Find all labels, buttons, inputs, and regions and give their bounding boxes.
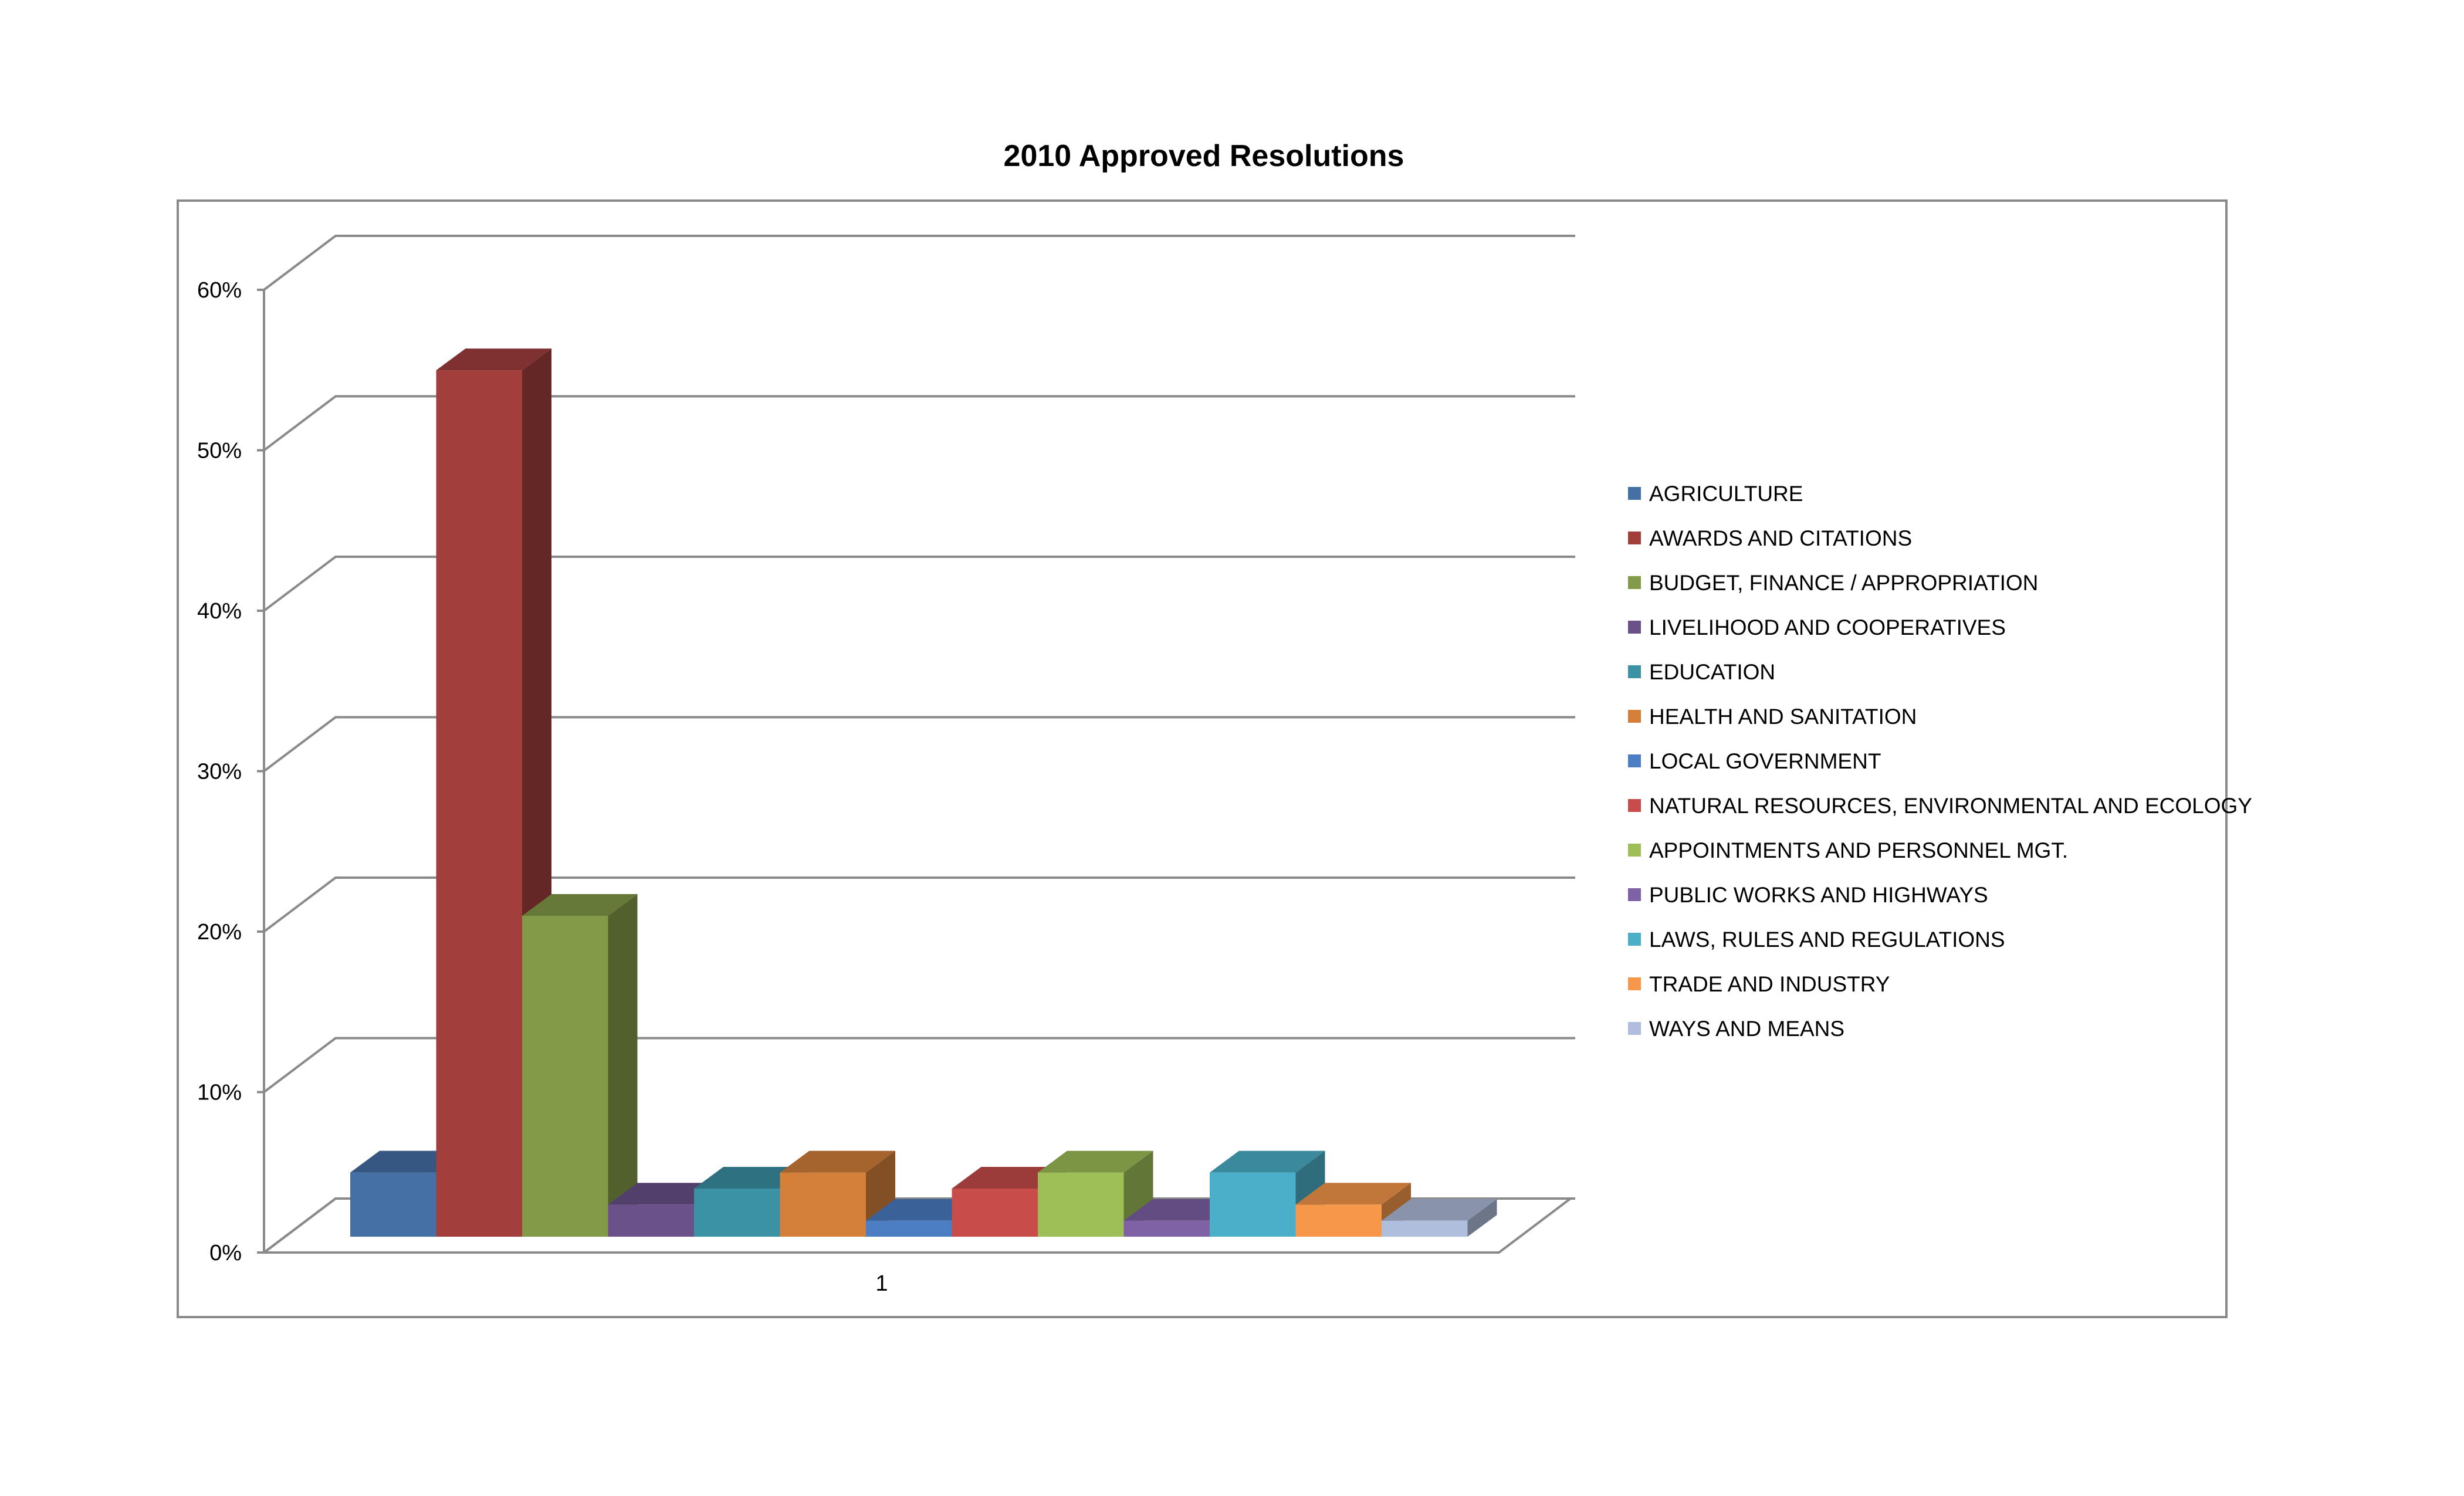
legend-swatch [1628, 754, 1641, 767]
legend-label: WAYS AND MEANS [1649, 1017, 1844, 1041]
legend-item: LOCAL GOVERNMENT [1628, 749, 1881, 773]
y-tick-label: 10% [197, 1081, 242, 1105]
legend-item: HEALTH AND SANITATION [1628, 705, 1917, 729]
bar-top [436, 348, 551, 371]
bar-front [952, 1188, 1038, 1237]
legend-item: LAWS, RULES AND REGULATIONS [1628, 928, 2005, 952]
legend-label: LAWS, RULES AND REGULATIONS [1649, 928, 2005, 952]
legend-swatch [1628, 710, 1641, 723]
chart-title: 2010 Approved Resolutions [1004, 139, 1404, 173]
bar-front [1295, 1204, 1382, 1237]
legend-label: EDUCATION [1649, 660, 1775, 684]
y-tick-label: 30% [197, 760, 242, 784]
legend-item: TRADE AND INDUSTRY [1628, 972, 1890, 996]
legend: AGRICULTURE AWARDS AND CITATIONS BUDGET, F… [1628, 482, 2252, 1041]
bar-side [1467, 1199, 1497, 1237]
legend-item: PUBLIC WORKS AND HIGHWAYS [1628, 883, 1988, 907]
legend-label: LOCAL GOVERNMENT [1649, 749, 1881, 773]
legend-item: NATURAL RESOURCES, ENVIRONMENTAL AND ECO… [1628, 794, 2252, 818]
legend-swatch [1628, 532, 1641, 544]
legend-swatch [1628, 888, 1641, 901]
legend-label: TRADE AND INDUSTRY [1649, 972, 1890, 996]
bar-top [1382, 1199, 1497, 1221]
legend-swatch [1628, 933, 1641, 946]
legend-item: AWARDS AND CITATIONS [1628, 526, 1912, 550]
bar-top [522, 894, 638, 916]
bar-front [608, 1204, 694, 1237]
legend-label: APPOINTMENTS AND PERSONNEL MGT. [1649, 838, 2068, 862]
bar-front [1038, 1172, 1124, 1237]
y-axis-ticks: 0% 10% 20% 30% 40% 50% 60% [197, 278, 264, 1265]
gridlines [263, 235, 1575, 1254]
legend-label: BUDGET, FINANCE / APPROPRIATION [1649, 571, 2038, 595]
bar-front [1382, 1220, 1468, 1237]
gridline [263, 395, 1575, 452]
bar-trade-and-industry [1295, 1183, 1411, 1237]
legend-label: HEALTH AND SANITATION [1649, 705, 1917, 729]
legend-label: NATURAL RESOURCES, ENVIRONMENTAL AND ECO… [1649, 794, 2252, 818]
bar-top [1210, 1150, 1325, 1173]
legend-swatch [1628, 1022, 1641, 1035]
legend-swatch [1628, 621, 1641, 634]
bar-front [522, 916, 608, 1237]
legend-label: AGRICULTURE [1649, 482, 1803, 506]
y-tick-label: 20% [197, 920, 242, 945]
bar-side [608, 894, 638, 1237]
legend-item: BUDGET, FINANCE / APPROPRIATION [1628, 571, 2038, 595]
legend-item: LIVELIHOOD AND COOPERATIVES [1628, 615, 2006, 639]
y-tick-label: 0% [209, 1241, 242, 1265]
gridline [263, 716, 1575, 773]
legend-item: EDUCATION [1628, 660, 1775, 684]
legend-item: APPOINTMENTS AND PERSONNEL MGT. [1628, 838, 2068, 862]
y-tick-label: 60% [197, 278, 242, 303]
bar-front [694, 1188, 780, 1237]
gridline [263, 556, 1575, 612]
bar-front [1123, 1220, 1210, 1237]
bar-front [350, 1172, 436, 1237]
bar-budget-finance-appropriation [522, 894, 638, 1237]
bar-front [436, 370, 522, 1237]
bar-front [1210, 1172, 1296, 1237]
gridline [263, 235, 1575, 291]
bar-front [780, 1172, 866, 1237]
bar-top [1295, 1183, 1411, 1205]
legend-swatch [1628, 576, 1641, 589]
legend-swatch [1628, 844, 1641, 857]
legend-label: LIVELIHOOD AND COOPERATIVES [1649, 615, 2006, 639]
legend-item: AGRICULTURE [1628, 482, 1803, 506]
legend-swatch [1628, 487, 1641, 500]
legend-swatch [1628, 977, 1641, 990]
legend-swatch [1628, 799, 1641, 812]
legend-label: AWARDS AND CITATIONS [1649, 526, 1912, 550]
gridline [263, 876, 1575, 933]
bar-ways-and-means [1382, 1199, 1497, 1237]
gridline [263, 1037, 1575, 1094]
bar-top [1038, 1150, 1153, 1173]
x-tick-label: 1 [875, 1271, 888, 1296]
y-tick-label: 50% [197, 439, 242, 463]
bar-top [780, 1150, 895, 1173]
legend-label: PUBLIC WORKS AND HIGHWAYS [1649, 883, 1988, 907]
y-tick-label: 40% [197, 599, 242, 624]
legend-swatch [1628, 665, 1641, 678]
bar-front [866, 1220, 952, 1237]
bars [350, 348, 1497, 1237]
legend-item: WAYS AND MEANS [1628, 1017, 1844, 1041]
gridline [263, 1197, 1575, 1254]
